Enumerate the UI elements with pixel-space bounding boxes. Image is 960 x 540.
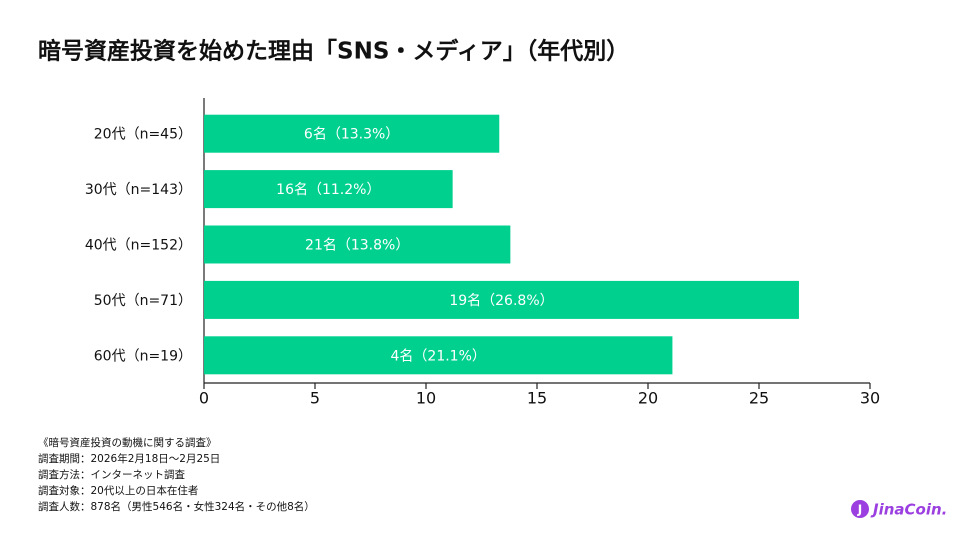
footnote: 調査方法：インターネット調査 (38, 468, 185, 481)
bar (204, 114, 500, 153)
footnote: 《暗号資産投資の動機に関する調査》 (38, 436, 217, 449)
logo-icon-letter: J (857, 503, 862, 517)
logo: JinaCoin. (870, 501, 947, 519)
data-label: 4名（21.1%） (391, 348, 486, 364)
footnote: 調査人数：878名（男性546名・女性324名・その他8名） (38, 500, 315, 513)
y-tick-label: 50代（n=71） (94, 293, 192, 309)
y-tick-label: 20代（n=45） (94, 127, 192, 143)
data-label: 16名（11.2%） (276, 182, 380, 198)
x-tick-label: 30 (860, 389, 880, 408)
x-tick-label: 15 (527, 389, 547, 408)
bar (204, 170, 453, 209)
bar (204, 225, 511, 264)
logo-icon (851, 500, 869, 518)
data-label: 6名（13.3%） (304, 127, 399, 143)
data-label: 21名（13.8%） (305, 238, 409, 254)
chart-title: 暗号資産投資を始めた理由「SNS・メディア」（年代別） (38, 38, 629, 65)
footnote: 調査期間：2026年2月18日〜2月25日 (38, 452, 220, 465)
x-tick-label: 10 (416, 389, 436, 408)
bar (204, 280, 799, 319)
y-tick-label: 60代（n=19） (94, 348, 192, 364)
footnote: 調査対象：20代以上の日本在住者 (38, 484, 198, 497)
x-tick-label: 0 (199, 389, 209, 408)
x-tick-label: 5 (310, 389, 320, 408)
bar (204, 336, 673, 375)
data-label: 19名（26.8%） (449, 293, 553, 309)
y-tick-label: 30代（n=143） (85, 182, 192, 198)
x-tick-label: 25 (749, 389, 769, 408)
y-tick-label: 40代（n=152） (85, 238, 192, 254)
x-tick-label: 20 (638, 389, 658, 408)
